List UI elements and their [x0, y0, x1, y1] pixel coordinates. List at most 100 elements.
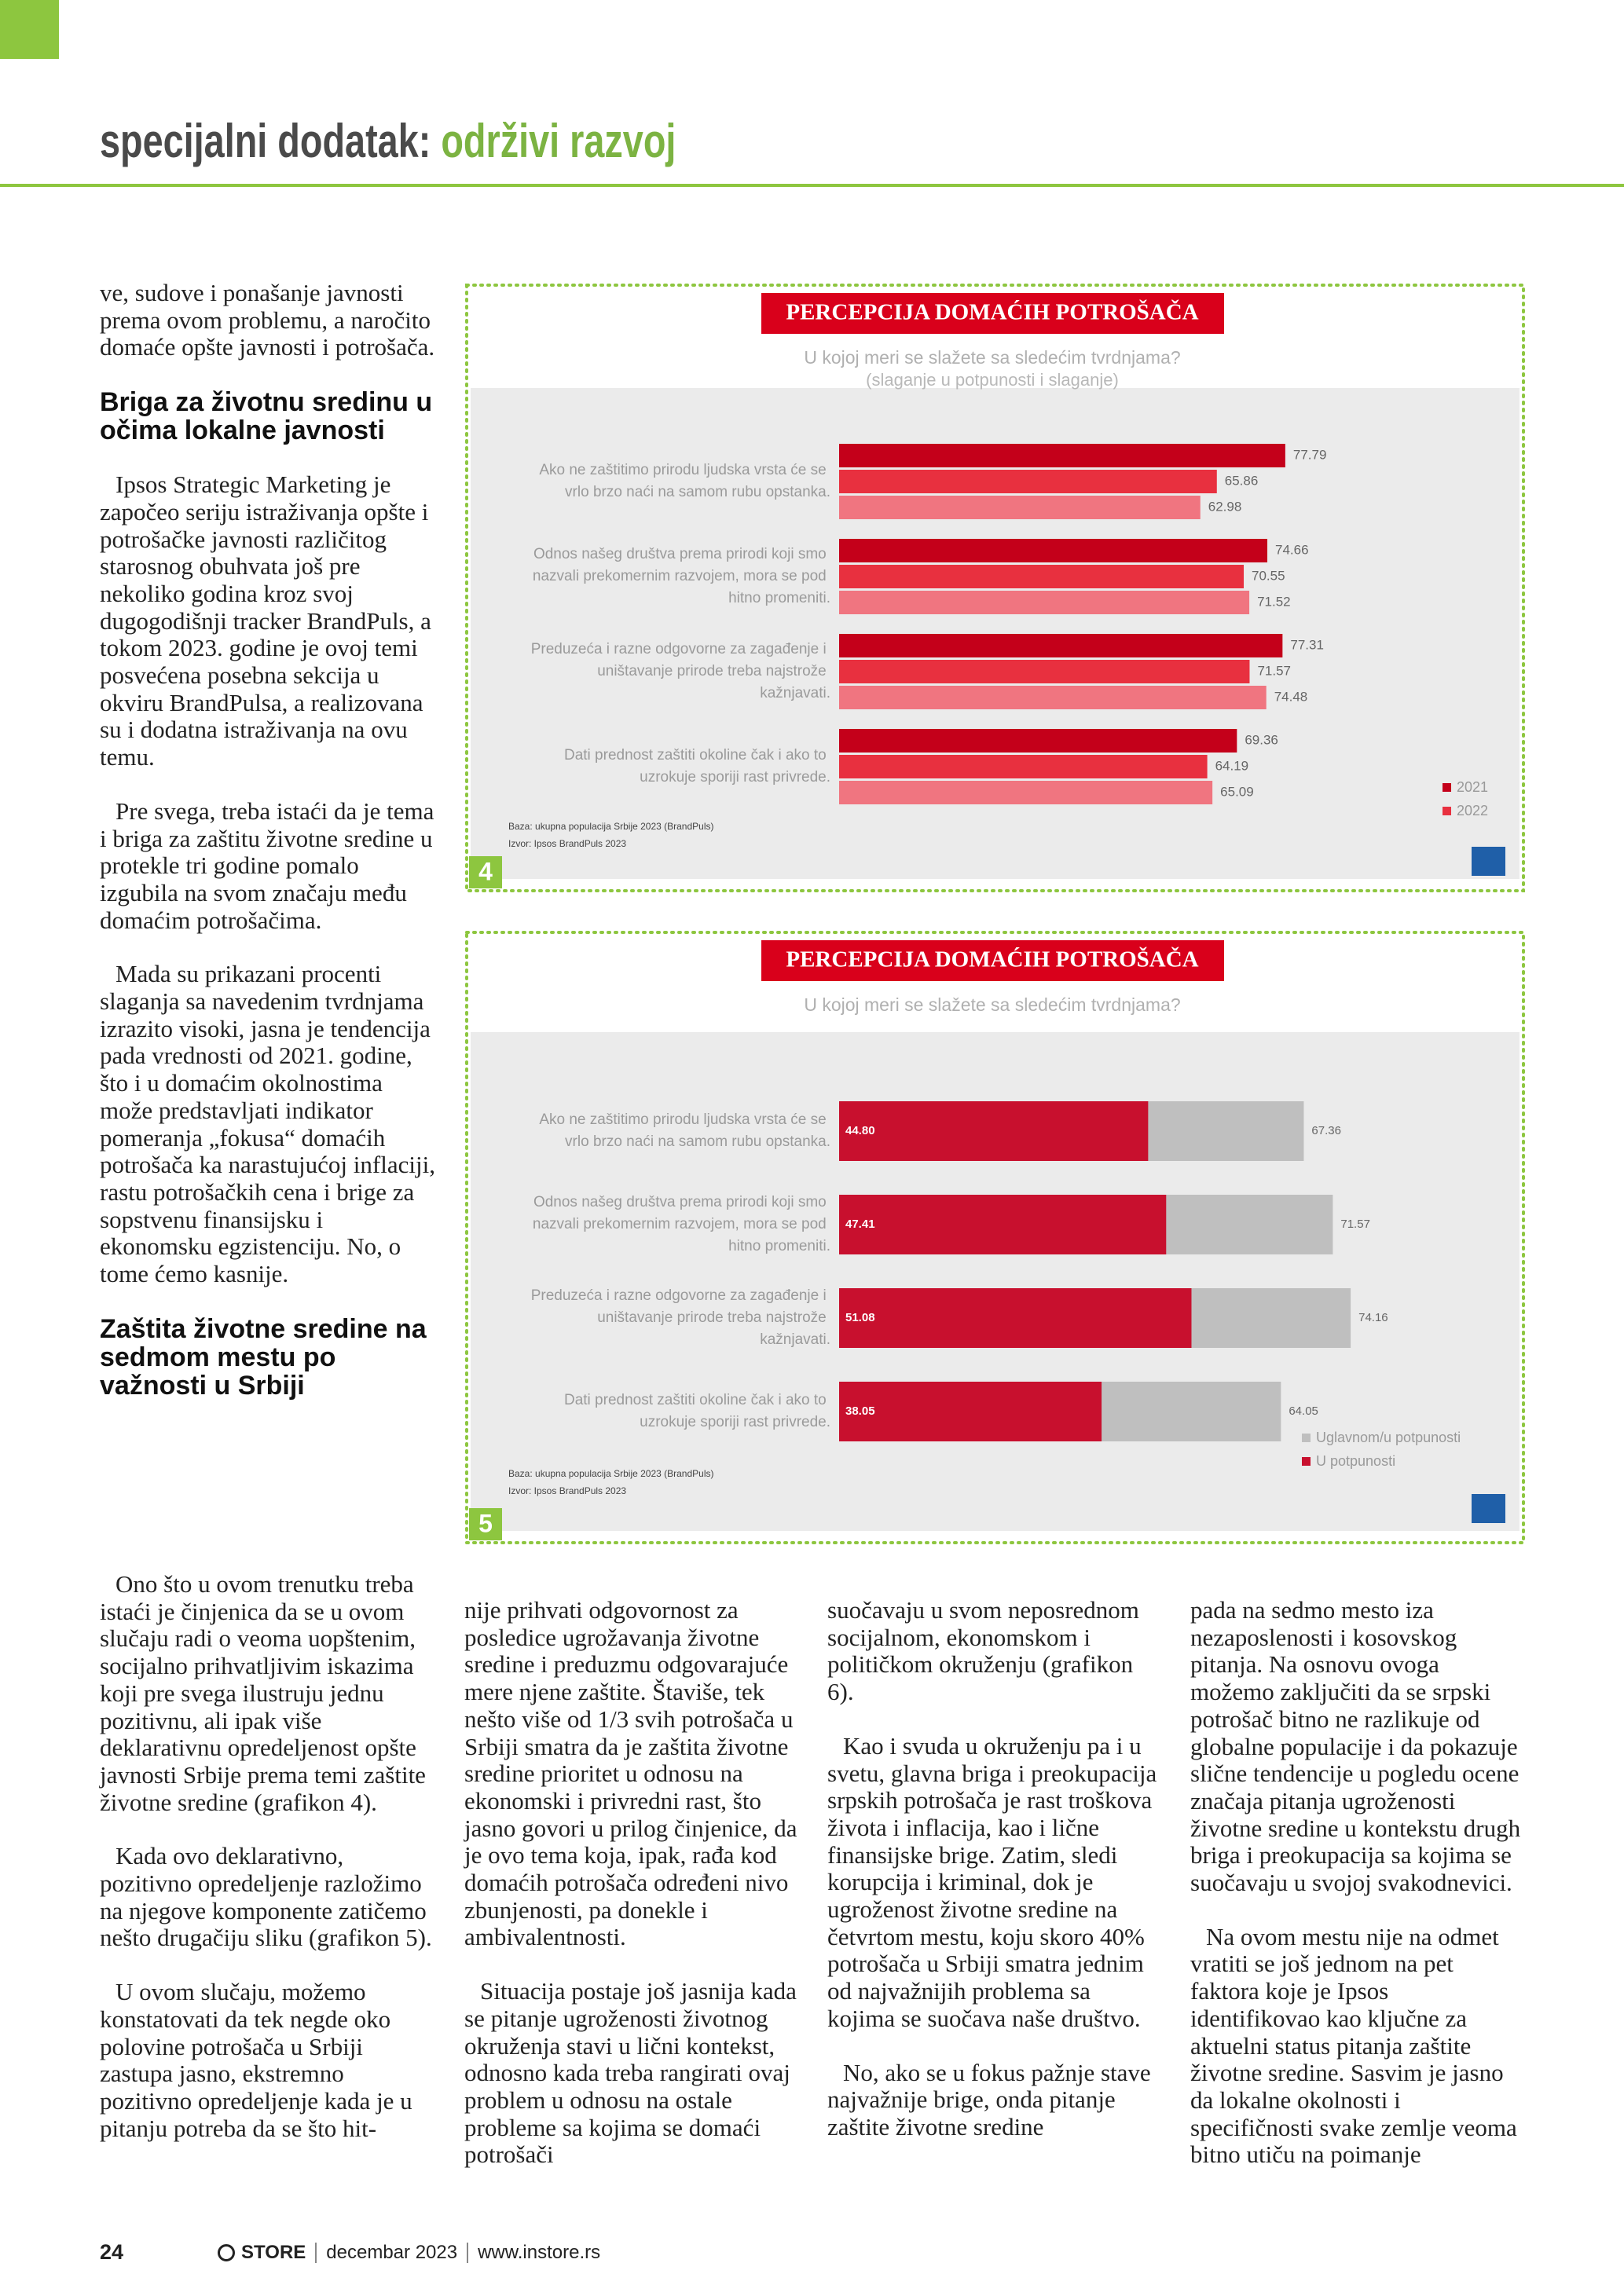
- value-label: 69.36: [1245, 732, 1278, 747]
- value-label: 65.86: [1225, 473, 1259, 488]
- paragraph: Mada su prikazani procenti slaganja sa n…: [100, 960, 435, 1288]
- ipsos-logo: [1472, 1494, 1505, 1523]
- title-banner: [761, 940, 1224, 981]
- bar: [839, 565, 1245, 588]
- paragraph: suočavaju u svom neposrednom socijalnom,…: [827, 1596, 1139, 1706]
- legend-swatch: [1302, 1434, 1311, 1442]
- legend-label: 2022: [1457, 803, 1488, 818]
- bar: [839, 444, 1285, 467]
- bar: [839, 470, 1217, 493]
- bar: [839, 1382, 1102, 1441]
- column: suočavaju u svom neposrednom socijalnom,…: [827, 1596, 1160, 2168]
- category-label: Odnos našeg društva prema prirodi koji s…: [533, 546, 830, 606]
- separator: [315, 2242, 317, 2263]
- figure-badge: [469, 1508, 502, 1540]
- chart-title: PERCEPCIJA DOMAĆIH POTROŠAČA: [786, 947, 1198, 972]
- value-label: 62.98: [1208, 499, 1242, 514]
- corner-mark: [0, 0, 59, 59]
- section-header: specijalni dodatak: održivi razvoj: [100, 114, 676, 168]
- ipsos-logo: [1472, 847, 1505, 876]
- source-note: Izvor: Ipsos BrandPuls 2023: [508, 838, 626, 849]
- value-label: 65.09: [1220, 784, 1254, 799]
- header-rule: [0, 184, 1624, 187]
- category-label: Preduzeća i razne odgovorne za zagađenje…: [531, 1287, 830, 1348]
- title-banner: [761, 293, 1224, 334]
- brand-logo: [218, 2243, 236, 2261]
- paragraph: Kada ovo deklarativno, pozitivno opredel…: [100, 1842, 432, 1952]
- legend-label: 2021: [1457, 779, 1488, 795]
- chart: PERCEPCIJA DOMAĆIH POTROŠAČA U kojoj meri…: [465, 931, 1525, 1544]
- legend-swatch: [1443, 807, 1451, 815]
- chart-title: PERCEPCIJA DOMAĆIH POTROŠAČA: [786, 299, 1198, 325]
- legend-swatch: [1302, 1457, 1311, 1466]
- category-label: Odnos našeg društva prema prirodi koji s…: [533, 1194, 830, 1254]
- bar: [839, 781, 1213, 804]
- legend-label: Uglavnom/u potpunosti: [1316, 1430, 1461, 1445]
- category-label: Ako ne zaštitimo prirodu ljudska vrsta ć…: [539, 1111, 830, 1150]
- paragraph: nije prihvati odgovornost za posledice u…: [464, 1596, 797, 1951]
- chart: PERCEPCIJA DOMAĆIH POTROŠAČA U kojoj meri…: [465, 284, 1525, 892]
- value-label: 71.57: [1340, 1218, 1370, 1231]
- figure-badge: [469, 856, 502, 888]
- column: nije prihvati odgovornost za posledice u…: [464, 1596, 797, 2195]
- subheading: Briga za životnu sredinu u očima lokalne…: [100, 387, 433, 446]
- chart-subtitle: U kojoj meri se slažete sa sledećim tvrd…: [804, 994, 1180, 1015]
- value-label: 64.19: [1215, 758, 1249, 773]
- bar: [839, 591, 1250, 614]
- value-label: 67.36: [1311, 1124, 1341, 1137]
- chart-frame: [465, 931, 1525, 1544]
- figure-number: 4: [478, 857, 493, 885]
- column: ve, sudove i ponašanje javnosti prema ov…: [100, 279, 436, 1426]
- bar: [839, 496, 1201, 519]
- column: pada na sedmo mesto iza nezaposlenosti i…: [1190, 1596, 1523, 2195]
- category-label: Dati prednost zaštiti okoline čak i ako …: [564, 1392, 830, 1430]
- paragraph: pada na sedmo mesto iza nezaposlenosti i…: [1190, 1596, 1521, 1897]
- bar: [839, 1101, 1149, 1161]
- value-label: 64.05: [1289, 1404, 1318, 1418]
- footer: 24 STORE decembar 2023 www.instore.rs: [100, 2240, 600, 2265]
- topic: održivi razvoj: [441, 115, 676, 167]
- paragraph: Ipsos Strategic Marketing je započeo ser…: [100, 471, 431, 771]
- paragraph: Ono što u ovom trenutku treba istaći je …: [100, 1570, 426, 1816]
- separator: [467, 2242, 469, 2263]
- category-label: Preduzeća i razne odgovorne za zagađenje…: [531, 641, 830, 701]
- value-label: 74.66: [1275, 542, 1309, 557]
- subheading: Zaštita životne sredine na sedmom mestu …: [100, 1313, 427, 1401]
- value-label: 74.16: [1358, 1311, 1388, 1324]
- paragraph: Situacija postaje još jasnija kada se pi…: [464, 1977, 797, 2169]
- bar: [839, 686, 1267, 709]
- section: specijalni dodatak:: [100, 115, 431, 167]
- bar: [839, 1288, 1192, 1348]
- paragraph: No, ako se u fokus pažnje stave najvažni…: [827, 2058, 1151, 2140]
- source-note: Baza: ukupna populacija Srbije 2023 (Bra…: [508, 1468, 714, 1479]
- bar: [839, 660, 1250, 683]
- paragraph: ve, sudove i ponašanje javnosti prema ov…: [100, 279, 435, 361]
- category-label: Ako ne zaštitimo prirodu ljudska vrsta ć…: [539, 462, 830, 500]
- column: Ono što u ovom trenutku treba istaći je …: [100, 1570, 436, 2169]
- paragraph: Kao i svuda u okruženju pa i u svetu, gl…: [827, 1731, 1157, 2032]
- paragraph: Pre svega, treba istaći da je tema i bri…: [100, 796, 434, 934]
- category-label: Dati prednost zaštiti okoline čak i ako …: [564, 747, 830, 785]
- legend-swatch: [1443, 783, 1451, 792]
- bar: [839, 634, 1283, 657]
- source-note: Baza: ukupna populacija Srbije 2023 (Bra…: [508, 821, 714, 832]
- value-label: 77.79: [1293, 447, 1327, 462]
- page-number: 24: [100, 2240, 124, 2264]
- legend-label: U potpunosti: [1316, 1453, 1395, 1469]
- brand: STORE: [241, 2241, 306, 2263]
- chart-subtitle: U kojoj meri se slažete sa sledećim tvrd…: [804, 347, 1180, 368]
- value-label: 51.08: [845, 1311, 875, 1324]
- source-note: Izvor: Ipsos BrandPuls 2023: [508, 1485, 626, 1496]
- figure-number: 5: [478, 1509, 493, 1537]
- url: www.instore.rs: [478, 2241, 601, 2263]
- value-label: 71.57: [1257, 663, 1291, 678]
- value-label: 77.31: [1290, 637, 1324, 652]
- value-label: 70.55: [1252, 568, 1285, 583]
- paragraph: Na ovom mestu nije na odmet vratiti se j…: [1190, 1922, 1517, 2169]
- value-label: 44.80: [845, 1124, 875, 1137]
- value-label: 71.52: [1257, 594, 1291, 609]
- paragraph: U ovom slučaju, možemo konstatovati da t…: [100, 1978, 412, 2142]
- issue: decembar 2023: [326, 2241, 458, 2263]
- chart-note: (slaganje u potpunosti i slaganje): [866, 370, 1119, 390]
